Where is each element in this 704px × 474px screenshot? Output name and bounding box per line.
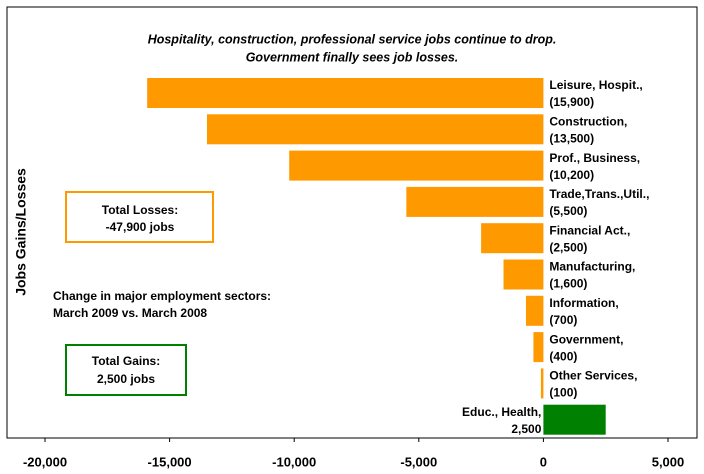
gains-value: 2,500 jobs [97,372,155,386]
note: Change in major employment sectors: [53,289,271,303]
x-tick-label: -5,000 [400,454,437,469]
gains-box [65,344,187,396]
value-label: 2,500 [511,422,541,436]
category-label: Information, [549,296,618,310]
value-label: (15,900) [549,95,594,109]
x-tick-label: -20,000 [23,454,67,469]
bar [481,223,544,254]
bar [540,368,544,399]
bar [503,259,544,290]
losses-label: Total Losses: [102,203,178,217]
value-label: (2,500) [549,240,587,254]
value-label: (400) [549,349,577,363]
bar [147,78,544,108]
category-label: Construction, [549,114,627,128]
category-label: Leisure, Hospit., [549,78,642,92]
category-label: Other Services, [549,369,637,383]
gains-label: Total Gains: [92,354,160,368]
bar [289,150,544,181]
value-label: (1,600) [549,277,587,291]
value-label: (5,500) [549,204,587,218]
value-label: (100) [549,386,577,400]
category-label: Government, [549,332,623,346]
losses-value: -47,900 jobs [106,220,175,234]
losses-box [65,191,214,243]
value-label: (700) [549,313,577,327]
category-label: Educ., Health, [462,405,541,419]
value-label: (10,200) [549,168,594,182]
category-label: Manufacturing, [549,260,635,274]
y-axis-label: Jobs Gains/Losses [13,168,29,296]
bar [406,186,544,217]
bar [525,295,544,326]
bar [543,404,606,435]
x-tick-label: 5,000 [652,454,685,469]
bar [533,332,544,363]
bar [206,114,544,145]
note: March 2009 vs. March 2008 [53,306,207,320]
x-tick-label: -15,000 [148,454,192,469]
x-tick-label: -10,000 [272,454,316,469]
category-label: Prof., Business, [549,151,640,165]
x-tick-label: 0 [540,454,547,469]
category-label: Financial Act., [549,223,630,237]
chart-title: Hospitality, construction, professional … [148,32,557,46]
value-label: (13,500) [549,131,594,145]
chart-title: Government finally sees job losses. [246,50,459,64]
category-label: Trade,Trans.,Util., [549,187,649,201]
